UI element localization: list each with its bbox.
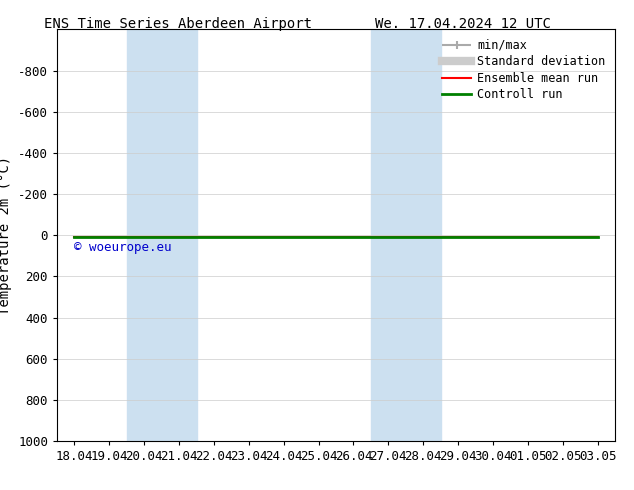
Text: ENS Time Series Aberdeen Airport: ENS Time Series Aberdeen Airport bbox=[44, 17, 311, 31]
Y-axis label: Temperature 2m (°C): Temperature 2m (°C) bbox=[0, 156, 13, 315]
Text: We. 17.04.2024 12 UTC: We. 17.04.2024 12 UTC bbox=[375, 17, 551, 31]
Legend: min/max, Standard deviation, Ensemble mean run, Controll run: min/max, Standard deviation, Ensemble me… bbox=[438, 35, 609, 105]
Bar bbox=[371, 29, 441, 441]
Bar bbox=[127, 29, 197, 441]
Text: © woeurope.eu: © woeurope.eu bbox=[75, 241, 172, 254]
